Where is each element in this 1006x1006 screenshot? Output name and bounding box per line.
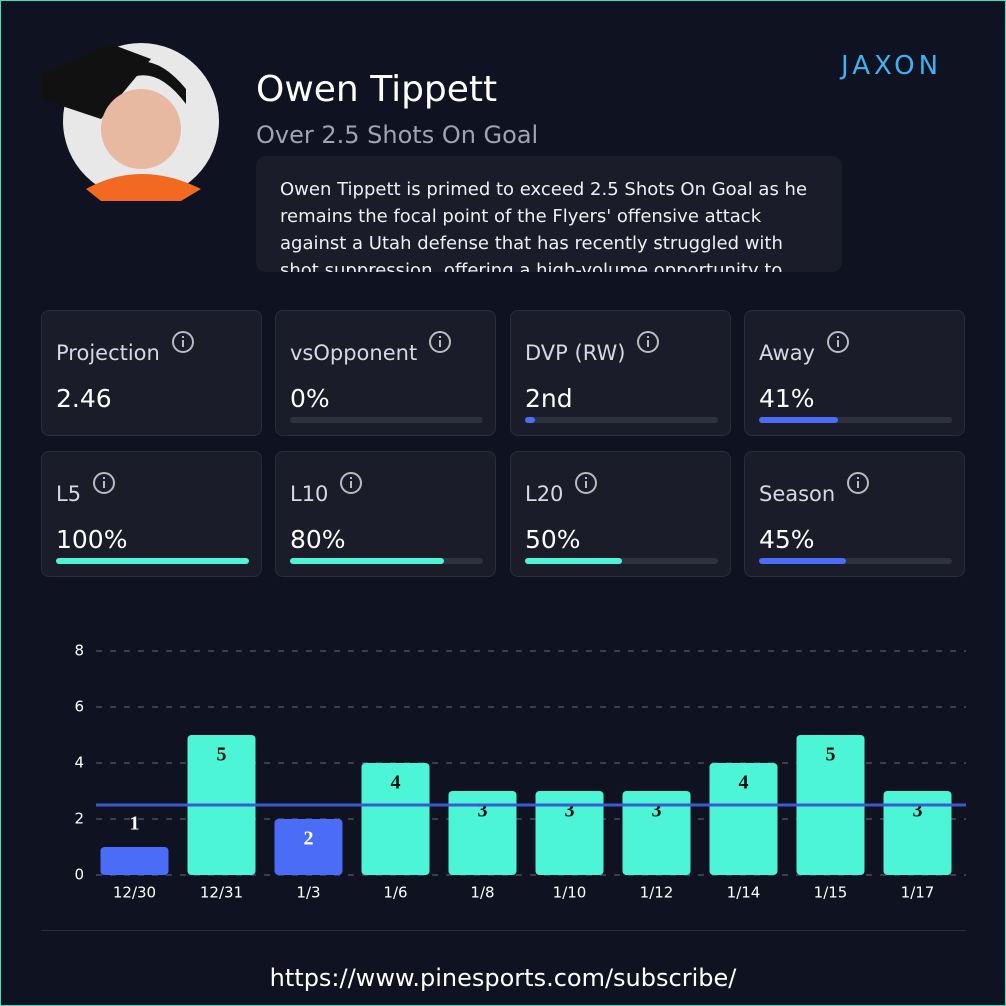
value-label: 5 (217, 744, 227, 766)
y-tick-label: 8 (74, 642, 84, 660)
card-label: L10 (290, 482, 329, 506)
bar (709, 763, 778, 875)
value-label: 3 (478, 800, 488, 822)
x-tick-label: 1/15 (814, 884, 848, 902)
player-name: Owen Tippett (256, 69, 498, 110)
stat-card: L20 50% (510, 451, 731, 577)
avatar (41, 43, 219, 201)
x-tick-label: 1/17 (901, 884, 935, 902)
value-label: 1 (130, 813, 140, 835)
bar (448, 791, 517, 875)
card-label: Projection (56, 341, 160, 365)
chart: 0 2 4 6 8 12/30 1 12/31 5 1/3 2 1/6 4 1/8 3 1/10 3 1/12 3 1… (74, 642, 966, 902)
stat-card: L5 100% (41, 451, 262, 577)
card-value: 0% (290, 384, 330, 413)
progress-fill (56, 558, 249, 564)
progress-fill (290, 558, 445, 564)
bar (535, 791, 604, 875)
stat-card: L10 80% (275, 451, 496, 577)
logo: JAXON (841, 51, 943, 81)
info-icon (575, 472, 598, 494)
card-value: 45% (759, 525, 815, 554)
x-tick-label: 1/3 (296, 884, 320, 902)
card-label: Season (759, 482, 836, 506)
bar (274, 819, 343, 875)
stat-card: DVP (RW) 2nd (510, 310, 731, 436)
x-tick-label: 12/30 (113, 884, 156, 902)
x-tick-label: 1/10 (553, 884, 587, 902)
card-label: vsOpponent (290, 341, 418, 365)
card-label: L20 (525, 482, 564, 506)
info-icon (93, 472, 116, 494)
card-label: Away (759, 341, 815, 365)
x-tick-label: 1/8 (470, 884, 494, 902)
separator (41, 930, 966, 931)
bar (361, 763, 430, 875)
progress-track (759, 417, 952, 423)
card-value: 50% (525, 525, 581, 554)
stat-card: Away 41% (744, 310, 965, 436)
info-icon (847, 472, 870, 494)
progress-fill (525, 558, 622, 564)
bar (100, 847, 169, 875)
prop-line: Over 2.5 Shots On Goal (256, 121, 539, 149)
progress-track (525, 558, 718, 564)
info-icon (827, 331, 849, 353)
progress-fill (525, 417, 535, 423)
x-tick-label: 12/31 (200, 884, 243, 902)
stat-card: Season 45% (744, 451, 965, 577)
y-tick-label: 2 (74, 810, 84, 828)
card-value: 41% (759, 384, 815, 413)
progress-fill (759, 558, 846, 564)
progress-track (290, 558, 483, 564)
value-label: 2 (304, 828, 314, 850)
x-tick-label: 1/14 (727, 884, 761, 902)
y-tick-label: 0 (74, 866, 84, 884)
card-value: 2.46 (56, 384, 112, 413)
progress-track (525, 417, 718, 423)
value-label: 5 (826, 744, 836, 766)
info-icon (637, 331, 660, 353)
y-tick-label: 4 (74, 754, 84, 772)
value-label: 4 (391, 772, 401, 794)
x-tick-label: 1/6 (383, 884, 407, 902)
bar (622, 791, 691, 875)
card-value: 100% (56, 525, 128, 554)
progress-track (759, 558, 952, 564)
x-tick-label: 1/12 (640, 884, 674, 902)
footer-url: https://www.pinesports.com/subscribe/ (269, 964, 737, 992)
y-tick-label: 6 (74, 698, 84, 716)
stat-card: Projection 2.46 (41, 310, 262, 436)
card-label: L5 (56, 482, 82, 506)
description: Owen Tippett is primed to exceed 2.5 Sho… (256, 156, 842, 272)
bar (883, 791, 952, 875)
value-label: 3 (652, 800, 662, 822)
info-icon (171, 331, 194, 353)
value-label: 4 (739, 772, 749, 794)
value-label: 3 (565, 800, 575, 822)
card-value: 80% (290, 525, 346, 554)
info-icon (340, 472, 363, 494)
card-value: 2nd (525, 384, 573, 413)
progress-fill (759, 417, 839, 423)
stat-card: vsOpponent 0% (275, 310, 496, 436)
progress-track (56, 558, 249, 564)
progress-track (290, 417, 483, 423)
value-label: 3 (913, 800, 923, 822)
card-label: DVP (RW) (525, 341, 626, 365)
info-icon (429, 331, 452, 353)
